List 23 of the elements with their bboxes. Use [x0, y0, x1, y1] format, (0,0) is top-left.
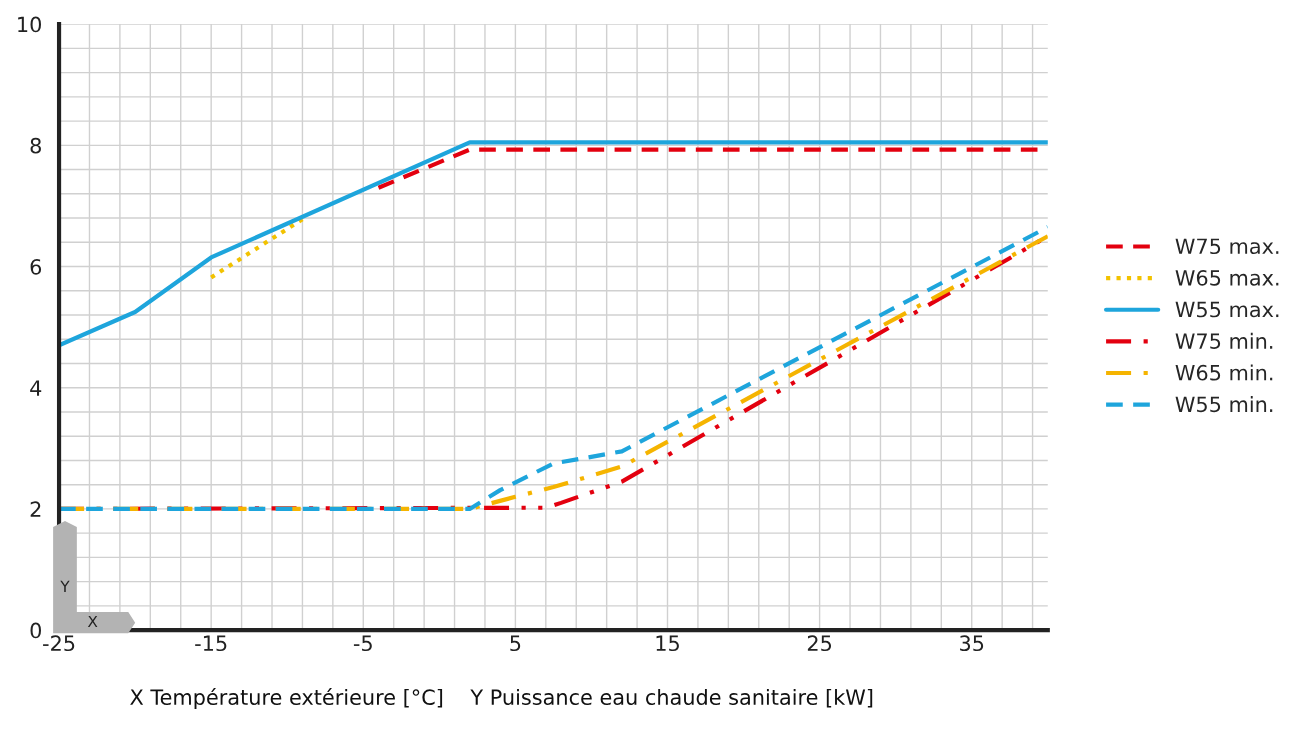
x-axis-title: X — [87, 615, 98, 628]
y-tick-label: 8 — [30, 137, 41, 154]
x-tick-label: 5 — [510, 635, 521, 652]
x-tick-label: -15 — [195, 635, 227, 652]
y-tick-label: 2 — [30, 501, 41, 517]
legend-label: W65 max. — [1175, 269, 1279, 286]
y-tick-label: 10 — [18, 16, 41, 33]
legend-label: W55 max. — [1175, 301, 1279, 318]
x-tick-label: 35 — [960, 635, 984, 652]
text: X Température extérieure [°C] Y Puissance eau chaude sanitaire [kW] — [130, 688, 873, 710]
x-tick-label: -25 — [43, 635, 75, 652]
y-tick-label: 0 — [30, 622, 41, 639]
legend-label: W65 min. — [1175, 364, 1273, 381]
x-tick-label: -5 — [353, 635, 372, 652]
y-tick-label: 6 — [30, 258, 42, 275]
legend-label: W75 min. — [1175, 332, 1273, 349]
x-tick-label: 15 — [656, 635, 679, 652]
x-tick-label: 25 — [807, 635, 832, 652]
legend-label: W75 max. — [1175, 238, 1279, 255]
line-series — [59, 140, 1048, 348]
y-axis-title: Y — [60, 580, 70, 592]
y-tick-label: 4 — [30, 380, 42, 396]
legend-label: W55 min. — [1175, 396, 1273, 413]
